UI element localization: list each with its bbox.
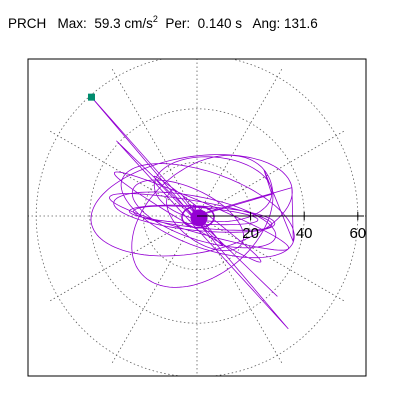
peak-marker: [87, 93, 95, 101]
plot-frame: [27, 58, 367, 377]
radial-tick-label-60: 60: [349, 225, 366, 242]
radial-tick-label-40: 40: [296, 225, 313, 242]
grid-spoke-300: [196, 215, 284, 365]
radial-axis: 20 40 60: [197, 212, 366, 242]
max-value: 59.3: [94, 16, 121, 31]
trace-core-blob: [190, 209, 208, 227]
trace-core-ring: [181, 205, 215, 229]
angle-label: Ang:: [252, 16, 281, 31]
radial-tick-label-20: 20: [242, 225, 259, 242]
grid-spoke-210: [48, 215, 198, 303]
motion-trace: [90, 96, 295, 329]
grid-spoke-330: [196, 215, 346, 303]
grid-spoke-60: [196, 67, 284, 217]
max-unit-base: cm/s: [124, 16, 153, 31]
max-label: Max:: [57, 16, 87, 31]
grid-spoke-240: [110, 215, 198, 365]
max-unit: cm/s2: [124, 14, 158, 31]
station-code: PRCH: [8, 16, 47, 31]
peak-marker-layer: [87, 93, 95, 101]
period-label: Per:: [165, 16, 191, 31]
period-value: 0.140 s: [197, 16, 242, 31]
grid-spoke-120: [110, 67, 198, 217]
header-line: PRCH Max: 59.3 cm/s2 Per: 0.140 s Ang: 1…: [8, 14, 318, 31]
max-unit-exponent: 2: [152, 14, 158, 24]
angle-value: 131.6: [284, 16, 318, 31]
